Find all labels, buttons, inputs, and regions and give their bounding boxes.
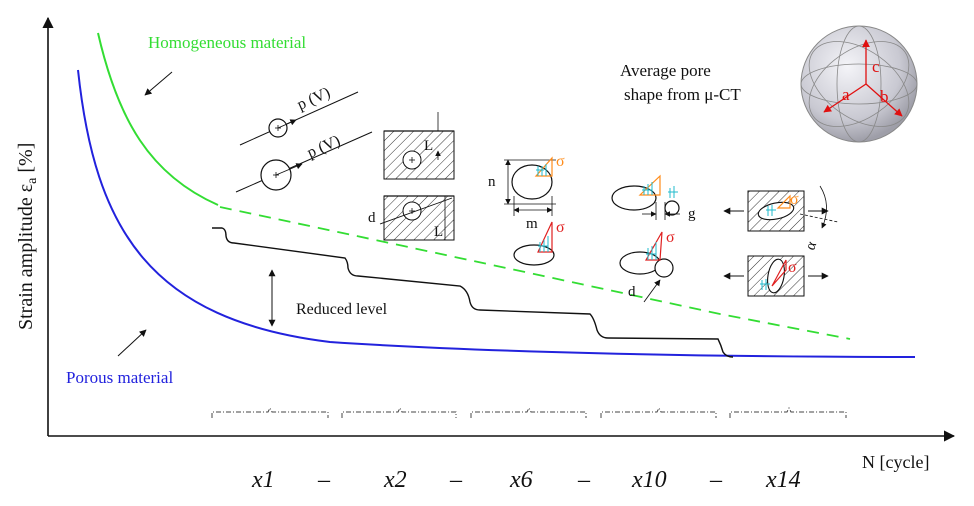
axis-a-label: a [842,85,850,104]
pore-title-line2: shape from μ-CT [624,85,741,104]
axes [42,16,956,442]
sphere-icon [800,25,918,143]
cycle-braces [211,406,847,418]
brace-x10 [600,406,717,418]
homogeneous-arrow-icon [144,71,173,96]
porous-label: Porous material [66,368,173,387]
multiplier-x2: x2 [383,467,407,493]
pore-aspect-sketch: n m σ σ [488,153,565,266]
d-label-surface: d [368,210,376,226]
n-label: n [488,174,496,190]
pore-title-line1: Average pore [620,61,711,80]
surface-distance-sketch: L d L [368,112,455,241]
sigma-label-3: σ [666,229,675,246]
axis-b-label: b [880,87,889,106]
reduced-level-label: Reduced level [296,301,388,318]
alpha-label: α [802,239,820,252]
multiplier-x6: x6 [509,467,533,493]
dash-2: – [449,467,463,493]
pv-label-small: p (V) [295,84,333,113]
homogeneous-curve [97,32,219,206]
x-axis-label: N [cycle] [862,452,929,472]
homogeneous-label: Homogeneous material [148,33,306,52]
porous-curve [77,69,916,358]
average-pore-sphere: Average pore shape from μ-CT c a b [620,25,918,143]
brace-x1 [211,406,329,418]
multiplier-x14: x14 [765,467,801,493]
m-label: m [526,216,538,232]
reduced-step-curve [212,227,734,358]
porous-arrow-icon [117,329,147,357]
multiplier-row: x1 – x2 – x6 – x10 – x14 [251,467,801,493]
pore-interaction-sketch: g σ d [611,174,696,303]
L-label-bottom: L [434,224,443,240]
brace-x6 [470,406,587,418]
pore-size-sketch: p (V) p (V) [235,84,373,193]
multiplier-x1: x1 [251,467,275,493]
dash-3: – [577,467,591,493]
dash-4: – [709,467,723,493]
axis-c-label: c [872,57,880,76]
brace-x14 [729,406,847,418]
sigma-label-2: σ [556,219,565,236]
homogeneous-dashed-continuation [219,206,851,340]
sigma-label-5: σ [788,259,797,276]
sigma-label-4: σ [790,191,799,208]
dash-1: – [317,467,331,493]
sigma-label-1: σ [556,153,565,170]
brace-x2 [341,406,457,418]
pore-orientation-sketch: σ α σ [723,185,839,297]
g-label: g [688,206,696,222]
y-axis-label: Strain amplitude εa [%] [15,143,40,330]
d-label-interaction: d [628,284,636,300]
multiplier-x10: x10 [631,467,667,493]
pv-label-large: p (V) [305,132,343,161]
L-label-top: L [424,138,433,154]
